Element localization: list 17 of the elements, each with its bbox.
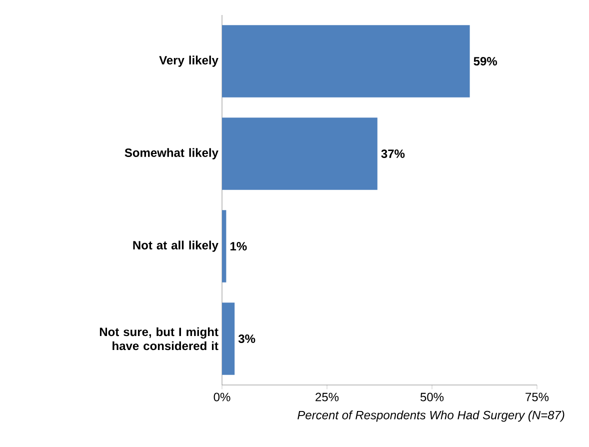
y-tick-label: Very likely	[159, 56, 218, 67]
data-label: 1%	[230, 242, 247, 250]
bar	[222, 118, 378, 190]
bar	[222, 25, 470, 98]
bar	[222, 210, 226, 282]
x-tick-label: 0%	[214, 392, 230, 402]
y-tick-label: Not sure, but I might have considered it	[100, 327, 218, 350]
data-label: 59%	[474, 57, 498, 66]
data-label: 3%	[238, 334, 256, 344]
bar	[222, 302, 235, 375]
data-label: 37%	[381, 149, 405, 158]
y-tick-label: Not at all likely	[133, 240, 218, 252]
x-tick-label: 50%	[420, 392, 444, 402]
x-axis-title: Percent of Respondents Who Had Surgery (N=87)	[298, 410, 564, 422]
x-tick-label: 75%	[526, 392, 549, 402]
y-tick-label: Somewhat likely	[124, 148, 218, 160]
x-tick-label: 25%	[316, 392, 339, 402]
